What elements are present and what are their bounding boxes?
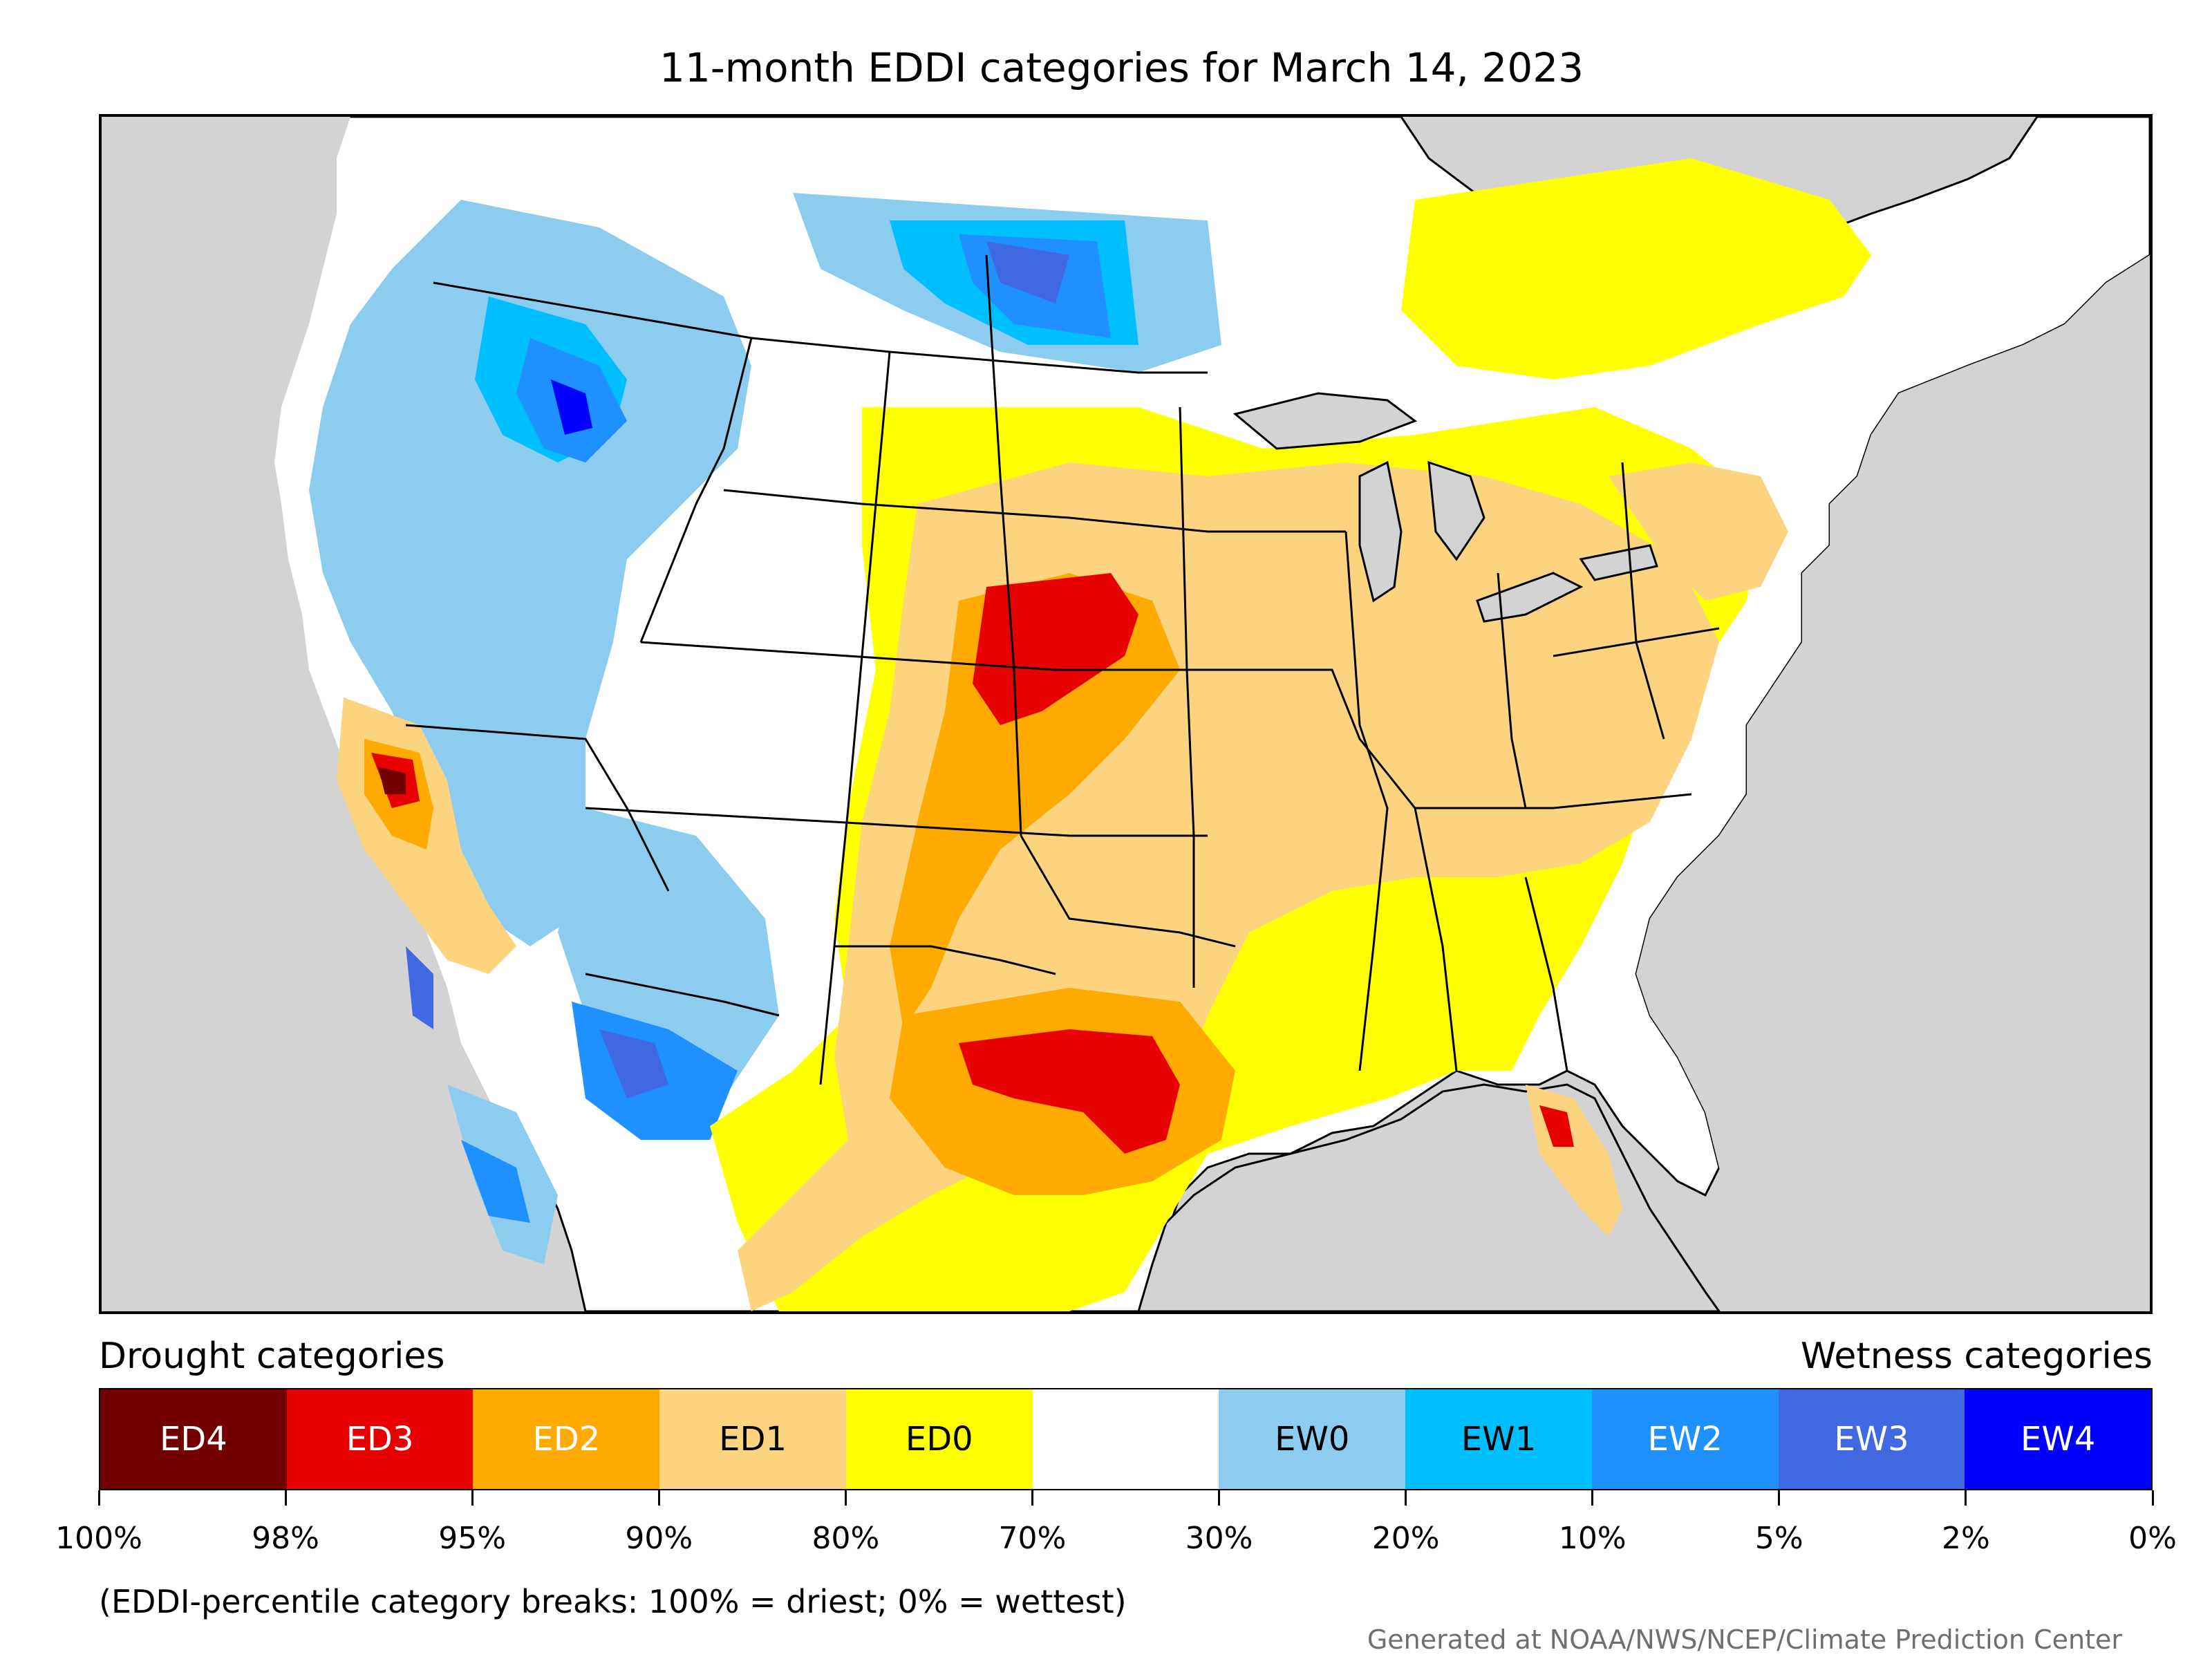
colorbar-cell-ed1: ED1 [659,1389,846,1489]
colorbar-cell-ew3: EW3 [1778,1389,1965,1489]
ed3-area-fl [1539,1105,1574,1147]
category-breaks-note: (EDDI-percentile category breaks: 100% =… [99,1583,1127,1620]
colorbar-tick [1031,1490,1033,1506]
colorbar-tick-label: 95% [438,1521,507,1556]
pacific-ocean [102,117,579,1311]
map-svg [102,117,2150,1311]
colorbar-tick-label: 2% [1942,1521,1990,1556]
colorbar-cell-ed3: ED3 [286,1389,474,1489]
drought-categories-heading: Drought categories [99,1335,445,1377]
colorbar-tick [1591,1490,1594,1506]
eddi-map [99,114,2153,1314]
ew2-area-baja [461,1140,530,1223]
colorbar-tick [471,1490,474,1506]
colorbar-tick [284,1490,287,1506]
ew3-area-coast [406,946,433,1029]
colorbar-cell-ed0: ED0 [845,1389,1033,1489]
colorbar-cell-normal [1032,1389,1219,1489]
colorbar-tick [2151,1490,2154,1506]
state-borders [405,254,1720,1085]
colorbar-tick [1405,1490,1407,1506]
ew3-area-north [986,241,1069,303]
colorbar-tick-label: 80% [812,1521,880,1556]
colorbar-cell-ew0: EW0 [1219,1389,1406,1489]
colorbar-tick-label: 90% [625,1521,693,1556]
colorbar-tick-label: 10% [1558,1521,1627,1556]
colorbar-tick-label: 70% [998,1521,1067,1556]
ew3-area-sw [599,1029,668,1098]
colorbar-tick-label: 0% [2128,1521,2177,1556]
colorbar-cell-ew2: EW2 [1591,1389,1779,1489]
atlantic-ocean [1636,255,2150,1311]
ed3-area-tx [959,1029,1180,1154]
colorbar-tick-label: 30% [1185,1521,1253,1556]
eddi-category-areas [309,158,1871,1311]
colorbar-tick-label: 20% [1371,1521,1440,1556]
colorbar-tick-label: 100% [55,1521,142,1556]
ed4-area-ca [378,767,406,794]
colorbar-cell-ew4: EW4 [1965,1389,2152,1489]
colorbar-cell-ed2: ED2 [473,1389,660,1489]
ed2-area [890,573,1180,1029]
colorbar-tick [1965,1490,1967,1506]
wetness-categories-heading: Wetness categories [1801,1335,2153,1377]
category-colorbar: ED4 ED3 ED2 ED1 ED0 EW0 EW1 EW2 EW3 EW4 [99,1388,2153,1490]
map-title: 11-month EDDI categories for March 14, 2… [659,44,1584,91]
ew4-area [551,379,592,435]
ed1-area-ne [1609,462,1788,601]
colorbar-tick [844,1490,847,1506]
credit-line: Generated at NOAA/NWS/NCEP/Climate Predi… [1367,1624,2122,1655]
ed0-area-ne [1401,158,1871,379]
colorbar-cell-ew1: EW1 [1405,1389,1592,1489]
colorbar-tick [1778,1490,1781,1506]
colorbar-cell-ed4: ED4 [100,1389,287,1489]
great-lakes [1232,392,1658,623]
colorbar-tick-label: 98% [252,1521,319,1556]
colorbar-tick [97,1490,100,1506]
colorbar-tick-label: 5% [1754,1521,1803,1556]
colorbar-tick [657,1490,660,1506]
colorbar-tick [1218,1490,1221,1506]
